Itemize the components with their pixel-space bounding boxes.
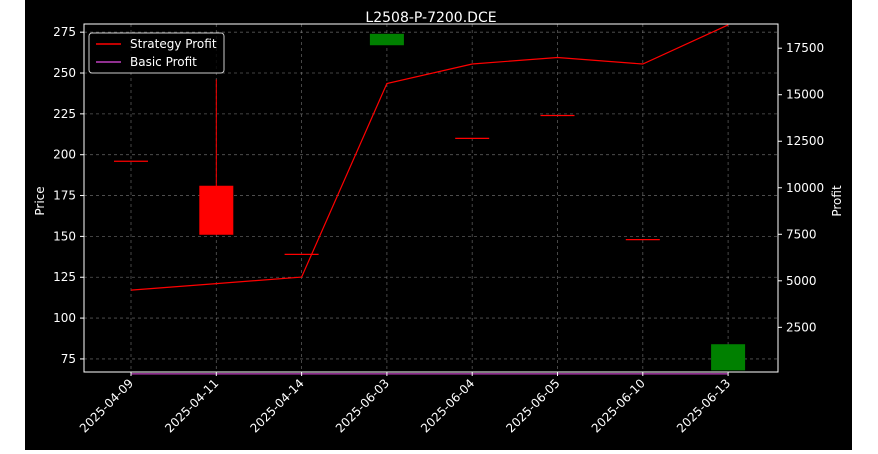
y-left-tick-label: 175: [53, 189, 76, 203]
y-right-tick-label: 10000: [786, 181, 824, 195]
y-left-tick-label: 200: [53, 148, 76, 162]
candle-body: [369, 33, 404, 46]
y-left-tick-label: 150: [53, 229, 76, 243]
y-left-tick-label: 225: [53, 107, 76, 121]
y-axis-left-label: Price: [33, 186, 47, 215]
candle-body: [711, 344, 746, 371]
y-right-tick-label: 12500: [786, 134, 824, 148]
y-right-tick-label: 17500: [786, 41, 824, 55]
y-axis-right-label: Profit: [830, 185, 844, 217]
y-right-tick-label: 5000: [786, 274, 817, 288]
legend-label-basic-profit: Basic Profit: [130, 55, 197, 69]
candle-layer: [114, 33, 746, 371]
legend-box: [88, 32, 225, 74]
y-left-tick-label: 275: [53, 25, 76, 39]
chart-title: L2508-P-7200.DCE: [365, 10, 496, 26]
legend: Strategy Profit Basic Profit: [88, 32, 225, 74]
line-layer: [130, 24, 729, 375]
figure-background: [25, 0, 852, 450]
legend-label-strategy-profit: Strategy Profit: [130, 37, 217, 51]
y-left-tick-label: 125: [53, 270, 76, 284]
plot-frame: [83, 23, 779, 373]
y-left-tick-label: 75: [61, 352, 76, 366]
y-right-tick-label: 7500: [786, 227, 817, 241]
y-right-tick-label: 15000: [786, 88, 824, 102]
y-left-tick-label: 250: [53, 66, 76, 80]
candle-body: [199, 185, 234, 235]
series-line-strategy-profit: [130, 24, 729, 291]
y-right-tick-label: 2500: [786, 320, 817, 334]
y-left-tick-label: 100: [53, 311, 76, 325]
